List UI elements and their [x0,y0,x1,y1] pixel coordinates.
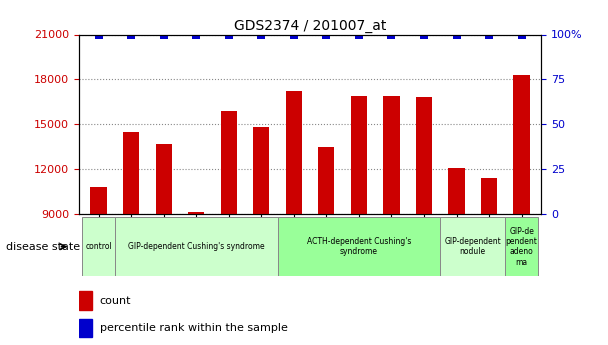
Point [126,32,136,37]
Bar [416,97,432,214]
Point [452,32,461,37]
Point [192,32,201,37]
Text: GIP-dependent Cushing's syndrome: GIP-dependent Cushing's syndrome [128,242,264,251]
Bar [91,187,106,214]
Bar [383,96,399,214]
Point [387,32,396,37]
Bar [115,217,277,276]
Point [224,32,233,37]
Point [484,32,494,37]
Text: GIP-dependent
nodule: GIP-dependent nodule [444,237,501,256]
Bar [286,91,302,214]
Bar [79,319,92,337]
Text: GIP-de
pendent
adeno
ma: GIP-de pendent adeno ma [506,227,537,267]
Bar [82,217,115,276]
Point [289,32,299,37]
Bar [188,213,204,214]
Point [354,32,364,37]
Point [257,32,266,37]
Point [322,32,331,37]
Bar [156,144,172,214]
Point [419,32,429,37]
Bar [79,291,92,309]
Point [94,32,103,37]
Bar [221,111,237,214]
Bar [277,217,440,276]
Bar [448,168,465,214]
Bar [123,132,139,214]
Text: percentile rank within the sample: percentile rank within the sample [100,323,288,333]
Title: GDS2374 / 201007_at: GDS2374 / 201007_at [234,19,386,33]
Bar [505,217,538,276]
Bar [514,75,530,214]
Bar [440,217,505,276]
Text: count: count [100,296,131,306]
Bar [318,147,334,214]
Point [159,32,168,37]
Bar [481,178,497,214]
Text: disease state: disease state [6,242,80,252]
Point [517,32,527,37]
Bar [253,127,269,214]
Text: ACTH-dependent Cushing's
syndrome: ACTH-dependent Cushing's syndrome [306,237,411,256]
Bar [351,96,367,214]
Text: control: control [85,242,112,251]
